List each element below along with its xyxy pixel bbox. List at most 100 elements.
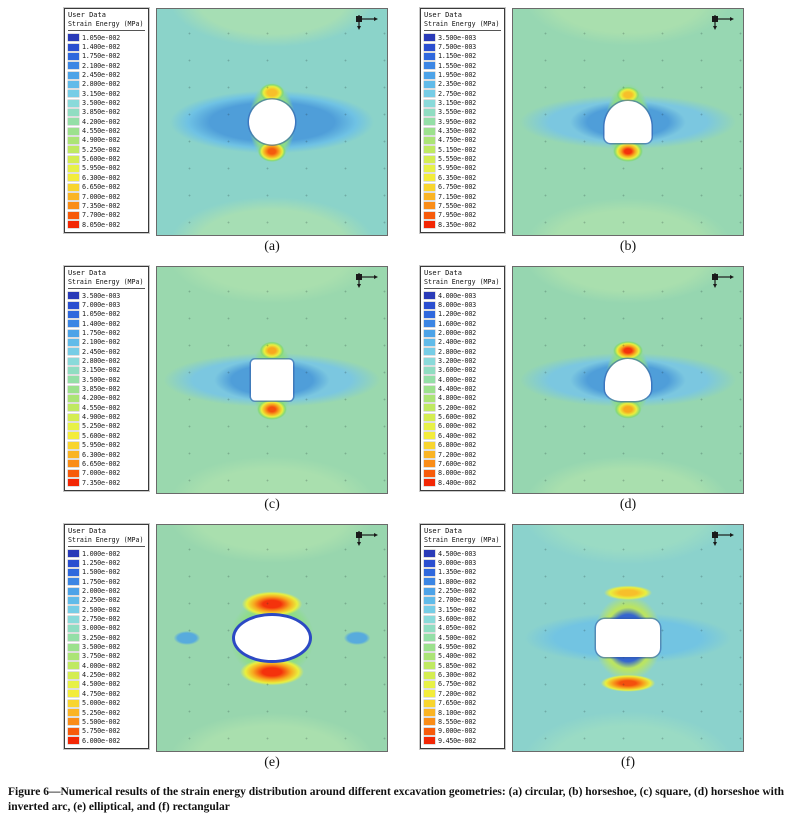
legend-entry: 2.100e-002	[68, 61, 145, 70]
legend-entry: 1.250e-002	[68, 558, 145, 567]
legend-value: 6.350e-002	[438, 173, 476, 182]
contour-plot	[156, 266, 388, 494]
legend-swatch	[68, 737, 79, 745]
excavation-shape	[249, 99, 295, 145]
legend-entry: 4.250e-002	[68, 670, 145, 679]
legend-swatch	[68, 211, 79, 219]
legend-subtitle: Strain Energy (MPa)	[68, 20, 145, 31]
legend-entry: 5.250e-002	[68, 708, 145, 717]
legend-entry: 4.350e-002	[424, 126, 501, 135]
legend-swatch	[424, 550, 435, 558]
legend-entry: 5.950e-002	[68, 164, 145, 173]
legend-entry: 5.750e-002	[68, 727, 145, 736]
legend-entry: 1.750e-002	[68, 328, 145, 337]
legend-value: 3.200e-002	[438, 357, 476, 366]
legend-swatch	[424, 292, 435, 300]
legend-subtitle: Strain Energy (MPa)	[424, 536, 501, 547]
legend-rows: 1.050e-002 1.400e-002 1.750e-002 2.100e-002…	[68, 33, 145, 229]
legend-value: 7.000e-002	[82, 469, 120, 478]
panel-b: User Data Strain Energy (MPa) 3.500e-003…	[419, 6, 744, 255]
legend-value: 7.200e-002	[438, 450, 476, 459]
legend-entry: 1.800e-002	[424, 577, 501, 586]
legend-entry: 7.550e-002	[424, 201, 501, 210]
legend-value: 1.150e-002	[438, 52, 476, 61]
legend-value: 5.850e-002	[438, 661, 476, 670]
legend-swatch	[424, 737, 435, 745]
legend-entry: 4.050e-002	[424, 624, 501, 633]
panel-body: User Data Strain Energy (MPa) 4.500e-003…	[419, 522, 744, 752]
legend-swatch	[424, 671, 435, 679]
legend-title: User Data	[424, 11, 462, 19]
legend-entry: 1.950e-002	[424, 70, 501, 79]
legend-swatch	[68, 587, 79, 595]
legend-value: 4.000e-002	[82, 661, 120, 670]
legend-swatch	[424, 164, 435, 172]
legend-value: 8.000e-003	[438, 301, 476, 310]
legend-swatch	[68, 671, 79, 679]
legend-value: 4.750e-002	[82, 689, 120, 698]
legend-swatch	[424, 52, 435, 60]
legend-value: 6.650e-002	[82, 183, 120, 192]
legend-swatch	[68, 578, 79, 586]
legend-entry: 7.950e-002	[424, 211, 501, 220]
panel-body: User Data Strain Energy (MPa) 3.500e-003…	[63, 264, 388, 494]
legend-swatch	[68, 202, 79, 210]
legend-entry: 3.950e-002	[424, 117, 501, 126]
legend-swatch	[68, 680, 79, 688]
legend-swatch	[68, 441, 79, 449]
legend-swatch	[68, 127, 79, 135]
legend-swatch	[68, 52, 79, 60]
legend-value: 1.800e-002	[438, 577, 476, 586]
legend-swatch	[68, 376, 79, 384]
legend-value: 6.000e-002	[438, 422, 476, 431]
legend-swatch	[68, 385, 79, 393]
legend-value: 5.950e-002	[82, 164, 120, 173]
legend-value: 1.550e-002	[438, 61, 476, 70]
legend-swatch	[424, 193, 435, 201]
legend-value: 2.350e-002	[438, 80, 476, 89]
legend-entry: 1.150e-002	[424, 52, 501, 61]
legend-swatch	[424, 606, 435, 614]
legend-value: 7.700e-002	[82, 211, 120, 220]
legend-swatch	[68, 469, 79, 477]
legend-entry: 5.950e-002	[68, 441, 145, 450]
legend-entry: 2.750e-002	[424, 89, 501, 98]
legend-swatch	[424, 357, 435, 365]
legend-entry: 5.600e-002	[68, 154, 145, 163]
legend-swatch	[424, 394, 435, 402]
legend-swatch	[68, 320, 79, 328]
legend-subtitle: Strain Energy (MPa)	[68, 536, 145, 547]
axes-orientation-icon	[711, 272, 735, 293]
panel-body: User Data Strain Energy (MPa) 1.050e-002…	[63, 6, 388, 236]
legend-swatch	[68, 394, 79, 402]
legend-entry: 4.550e-002	[68, 403, 145, 412]
legend-entry: 5.600e-002	[68, 431, 145, 440]
legend-value: 2.000e-002	[82, 587, 120, 596]
legend-value: 3.600e-002	[438, 366, 476, 375]
legend-value: 4.000e-003	[438, 291, 476, 300]
contour-plot	[512, 8, 744, 236]
legend-value: 1.750e-002	[82, 577, 120, 586]
legend-swatch	[68, 596, 79, 604]
legend-swatch	[424, 127, 435, 135]
legend-value: 1.350e-002	[438, 568, 476, 577]
legend-swatch	[68, 118, 79, 126]
legend-swatch	[424, 643, 435, 651]
legend-value: 3.850e-002	[82, 385, 120, 394]
legend-entry: 4.200e-002	[68, 117, 145, 126]
legend-swatch	[68, 62, 79, 70]
legend-entry: 3.750e-002	[68, 652, 145, 661]
legend-swatch	[424, 460, 435, 468]
legend-entry: 3.000e-002	[68, 624, 145, 633]
legend-swatch	[424, 183, 435, 191]
legend-entry: 2.700e-002	[424, 596, 501, 605]
legend-box: User Data Strain Energy (MPa) 1.000e-002…	[63, 522, 150, 751]
legend-entry: 2.750e-002	[68, 614, 145, 623]
legend-entry: 3.600e-002	[424, 366, 501, 375]
legend-swatch	[424, 348, 435, 356]
legend-value: 3.500e-002	[82, 375, 120, 384]
contour-plot	[156, 524, 388, 752]
legend-entry: 6.650e-002	[68, 459, 145, 468]
legend-value: 1.950e-002	[438, 71, 476, 80]
legend-value: 8.550e-002	[438, 717, 476, 726]
